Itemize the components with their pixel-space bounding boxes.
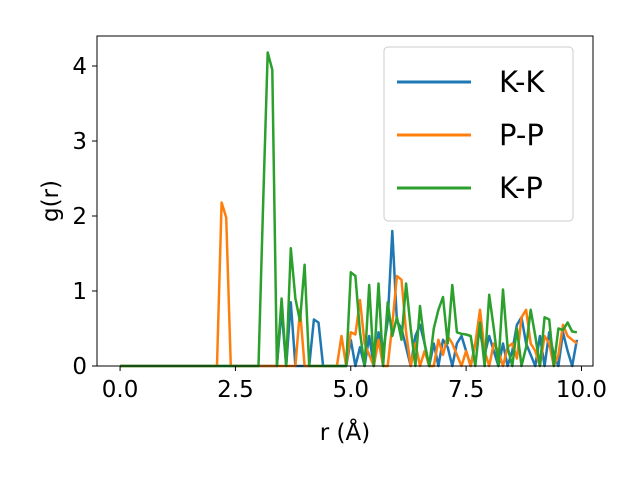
y-tick-label: 4 — [72, 54, 87, 80]
x-tick-label: 0.0 — [102, 377, 139, 403]
legend-label-k-p: K-P — [499, 171, 543, 205]
y-axis-label: g(r) — [38, 180, 64, 222]
x-tick-label: 2.5 — [217, 377, 254, 403]
series-line-p-p — [120, 201, 578, 368]
series-layer — [120, 51, 579, 368]
tick-layer: 0.0 2.5 5.0 7.5 10.0 0 1 2 3 4 — [72, 54, 607, 403]
legend-label-p-p: P-P — [499, 118, 544, 152]
legend: K-K P-P K-P — [383, 46, 574, 222]
series-line-k-k — [120, 229, 579, 368]
x-tick-label: 10.0 — [556, 377, 607, 403]
x-tick-label: 7.5 — [448, 377, 485, 403]
y-tick-label: 0 — [72, 354, 87, 380]
plot-frame — [96, 35, 594, 367]
y-tick-label: 1 — [72, 279, 87, 305]
x-axis-label: r (Å) — [320, 418, 370, 446]
legend-label-k-k: K-K — [499, 65, 545, 99]
x-tick-label: 5.0 — [332, 377, 369, 403]
y-tick-label: 3 — [72, 129, 87, 155]
series-line-k-p — [120, 51, 578, 368]
legend-box — [383, 46, 574, 222]
y-tick-label: 2 — [72, 204, 87, 230]
